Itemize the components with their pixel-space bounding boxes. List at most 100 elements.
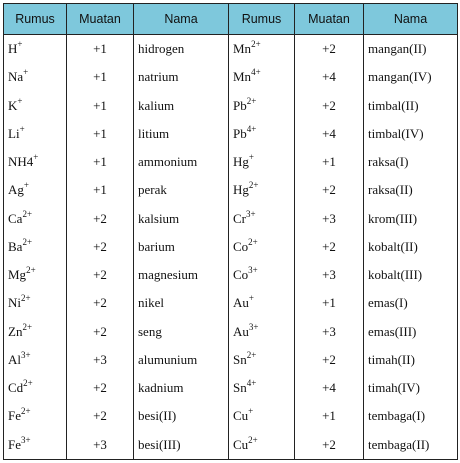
ion-name-cell: timbal(II): [363, 91, 458, 120]
formula-charge-superscript: 3+: [248, 321, 259, 332]
ion-name-cell: kobalt(II): [363, 232, 458, 262]
formula-cell: Pb2+: [228, 91, 295, 120]
charge-cell: +1: [66, 34, 134, 64]
formula-charge-superscript: +: [248, 293, 254, 304]
formula-charge-superscript: 3+: [21, 349, 31, 360]
charge-cell: +4: [294, 374, 364, 403]
formula-cell: Zn2+: [3, 317, 67, 346]
formula-charge-superscript: 2+: [22, 236, 33, 247]
formula-charge-superscript: 4+: [251, 67, 261, 78]
formula-symbol: NH4: [8, 154, 34, 170]
ion-name-cell: natrium: [133, 63, 229, 92]
charge-cell: +2: [294, 91, 364, 120]
table-row: Ag+ +1 perak Hg2+ +2 raksa(II): [3, 176, 458, 205]
formula-cell: Ca2+: [3, 204, 67, 233]
ion-name-cell: alumunium: [133, 345, 229, 375]
formula-cell: Fe2+: [3, 402, 67, 431]
ion-name-cell: tembaga(II): [363, 430, 458, 460]
charge-cell: +3: [294, 261, 364, 290]
table-row: K+ +1 kalium Pb2+ +2 timbal(II): [3, 91, 458, 120]
table-row: Ca2+ +2 kalsium Cr3+ +3 krom(III): [3, 204, 458, 233]
formula-symbol: Ca: [8, 210, 23, 226]
formula-symbol: Ag: [8, 182, 24, 198]
charge-cell: +3: [66, 345, 134, 375]
ion-table: Rumus Muatan Nama Rumus Muatan Nama H+ +1…: [3, 3, 458, 460]
formula-cell: Ag+: [3, 176, 67, 205]
formula-symbol: Cd: [8, 380, 24, 396]
header-muatan: Muatan: [294, 3, 364, 35]
formula-charge-superscript: 2+: [23, 378, 33, 389]
charge-cell: +4: [294, 119, 364, 149]
ion-name-cell: mangan(II): [363, 34, 458, 64]
ion-name-cell: tembaga(I): [363, 402, 458, 431]
formula-symbol: Au: [233, 323, 249, 339]
formula-cell: Cu+: [228, 402, 295, 431]
formula-cell: Fe3+: [3, 430, 67, 460]
formula-charge-superscript: 2+: [26, 265, 36, 276]
formula-symbol: Ba: [8, 238, 23, 254]
formula-cell: Mn4+: [228, 63, 295, 92]
charge-cell: +2: [66, 204, 134, 233]
formula-charge-superscript: 3+: [21, 434, 31, 445]
formula-cell: Cu2+: [228, 430, 295, 460]
formula-symbol: Ni: [8, 295, 21, 311]
formula-charge-superscript: 2+: [22, 208, 33, 219]
formula-cell: Co2+: [228, 232, 295, 262]
charge-cell: +2: [66, 289, 134, 318]
formula-cell: Cd2+: [3, 374, 67, 403]
formula-cell: Sn4+: [228, 374, 295, 403]
charge-cell: +1: [66, 176, 134, 205]
table-row: Fe3+ +3 besi(III) Cu2+ +2 tembaga(II): [3, 430, 458, 460]
ion-name-cell: kadnium: [133, 374, 229, 403]
formula-symbol: Pb: [233, 125, 247, 141]
formula-symbol: Sn: [233, 351, 247, 367]
formula-cell: Au3+: [228, 317, 295, 346]
charge-cell: +2: [294, 345, 364, 375]
charge-cell: +1: [294, 148, 364, 177]
formula-charge-superscript: 2+: [246, 349, 257, 360]
formula-charge-superscript: 4+: [246, 378, 257, 389]
formula-cell: Mn2+: [228, 34, 295, 64]
charge-cell: +1: [66, 119, 134, 149]
ion-name-cell: hidrogen: [133, 34, 229, 64]
formula-charge-superscript: 2+: [21, 293, 31, 304]
ion-name-cell: barium: [133, 232, 229, 262]
formula-cell: Au+: [228, 289, 295, 318]
formula-symbol: Au: [233, 295, 249, 311]
formula-symbol: H: [8, 41, 18, 57]
table-row: Al3+ +3 alumunium Sn2+ +2 timah(II): [3, 345, 458, 375]
table-row: Zn2+ +2 seng Au3+ +3 emas(III): [3, 317, 458, 346]
ion-name-cell: seng: [133, 317, 229, 346]
formula-charge-superscript: 3+: [248, 265, 258, 276]
formula-cell: Pb4+: [228, 119, 295, 149]
formula-charge-superscript: 2+: [21, 406, 31, 417]
charge-cell: +3: [294, 317, 364, 346]
charge-cell: +1: [66, 148, 134, 177]
charge-cell: +2: [66, 261, 134, 290]
formula-charge-superscript: +: [23, 180, 29, 191]
formula-charge-superscript: 2+: [248, 236, 258, 247]
ion-name-cell: krom(III): [363, 204, 458, 233]
formula-charge-superscript: 2+: [246, 95, 257, 106]
formula-symbol: Hg: [233, 182, 249, 198]
formula-symbol: K: [8, 97, 18, 113]
table-row: Cd2+ +2 kadnium Sn4+ +4 timah(IV): [3, 374, 458, 403]
ion-name-cell: litium: [133, 119, 229, 149]
formula-symbol: Cu: [233, 436, 249, 452]
formula-charge-superscript: +: [248, 152, 254, 163]
ion-name-cell: kalsium: [133, 204, 229, 233]
ion-name-cell: mangan(IV): [363, 63, 458, 92]
formula-charge-superscript: 4+: [246, 123, 257, 134]
table-row: Ba2+ +2 barium Co2+ +2 kobalt(II): [3, 232, 458, 262]
ion-name-cell: raksa(II): [363, 176, 458, 205]
formula-charge-superscript: +: [19, 123, 25, 134]
formula-charge-superscript: 2+: [22, 321, 33, 332]
formula-cell: Mg2+: [3, 261, 67, 290]
header-rumus: Rumus: [3, 3, 67, 35]
ion-name-cell: nikel: [133, 289, 229, 318]
table-row: Ni2+ +2 nikel Au+ +1 emas(I): [3, 289, 458, 318]
formula-charge-superscript: 3+: [246, 208, 256, 219]
formula-charge-superscript: 2+: [251, 39, 261, 50]
formula-charge-superscript: +: [17, 95, 23, 106]
formula-cell: K+: [3, 91, 67, 120]
